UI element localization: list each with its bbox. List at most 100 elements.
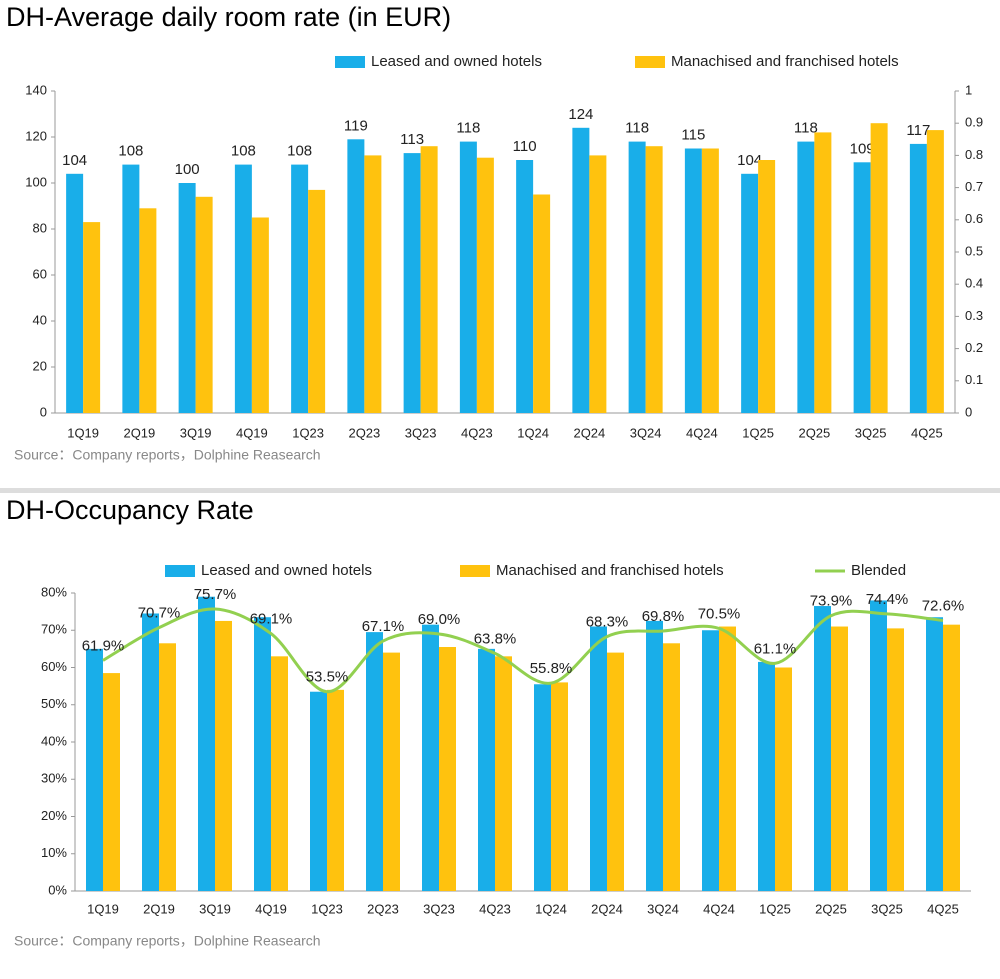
y2-tick-label: 0.8: [965, 147, 983, 162]
bar: [628, 141, 646, 413]
x-tick-label: 4Q19: [236, 425, 268, 440]
bar: [420, 146, 438, 413]
data-label: 115: [681, 126, 705, 143]
data-label: 67.1%: [362, 618, 405, 635]
data-label: 55.8%: [530, 660, 573, 677]
bar: [234, 164, 252, 413]
bar: [572, 127, 590, 414]
bar: [684, 148, 702, 413]
bar: [327, 689, 344, 891]
data-label: 109: [850, 140, 875, 157]
bar: [943, 624, 960, 891]
y-tick-label: 100: [25, 174, 47, 189]
bar: [814, 132, 832, 413]
x-tick-label: 3Q25: [871, 901, 903, 916]
bar: [364, 155, 382, 413]
bar: [741, 173, 759, 413]
data-label: 70.7%: [138, 605, 181, 622]
bar: [139, 208, 157, 413]
data-label: 61.9%: [82, 637, 125, 654]
x-tick-label: 1Q19: [87, 901, 119, 916]
x-tick-label: 2Q25: [815, 901, 847, 916]
y2-tick-label: 0.2: [965, 340, 983, 355]
bar: [775, 667, 792, 891]
source: Source：Company reports，Dolphine Reasearc…: [14, 933, 321, 949]
legend-swatch: [460, 565, 490, 577]
legend-swatch: [165, 565, 195, 577]
bar: [476, 157, 494, 413]
y-tick-label: 0%: [48, 882, 67, 897]
bar: [439, 647, 456, 891]
data-label: 53.5%: [306, 669, 349, 686]
data-label: 108: [287, 143, 312, 160]
y2-tick-label: 0.4: [965, 276, 983, 291]
data-label: 108: [231, 143, 256, 160]
y-tick-label: 70%: [41, 622, 67, 637]
y-tick-label: 80: [33, 220, 47, 235]
bar: [254, 617, 271, 891]
bar: [122, 164, 140, 413]
bar: [831, 626, 848, 891]
data-label: 118: [456, 120, 480, 137]
legend-label: Leased and owned hotels: [201, 562, 372, 579]
x-tick-label: 3Q23: [405, 425, 437, 440]
bar: [66, 173, 84, 413]
data-label: 63.8%: [474, 630, 517, 647]
y-tick-label: 30%: [41, 771, 67, 786]
bar: [663, 643, 680, 891]
x-tick-label: 2Q23: [367, 901, 399, 916]
x-tick-label: 2Q25: [798, 425, 830, 440]
bar: [215, 620, 232, 891]
data-label: 73.9%: [810, 593, 853, 610]
bar: [758, 661, 775, 891]
data-label: 108: [118, 143, 143, 160]
data-label: 104: [62, 152, 87, 169]
x-tick-label: 1Q25: [742, 425, 774, 440]
bar: [590, 626, 607, 891]
bar: [178, 183, 196, 413]
data-label: 110: [513, 138, 537, 155]
x-tick-label: 3Q19: [199, 901, 231, 916]
y-tick-label: 20%: [41, 808, 67, 823]
bar: [551, 682, 568, 891]
y2-tick-label: 0.3: [965, 308, 983, 323]
y-tick-label: 120: [25, 128, 47, 143]
x-tick-label: 2Q23: [348, 425, 380, 440]
chart-title: DH-Average daily room rate (in EUR): [6, 2, 451, 32]
legend-label: Blended: [851, 562, 906, 579]
data-label: 104: [737, 152, 762, 169]
x-tick-label: 3Q24: [647, 901, 679, 916]
data-label: 75.7%: [194, 586, 237, 603]
bar: [291, 164, 309, 413]
x-tick-label: 2Q19: [123, 425, 155, 440]
bar: [797, 141, 815, 413]
y2-tick-label: 0.9: [965, 115, 983, 130]
y-tick-label: 140: [25, 82, 47, 97]
y-tick-label: 60: [33, 266, 47, 281]
x-tick-label: 3Q24: [630, 425, 662, 440]
legend-swatch: [335, 56, 365, 68]
data-label: 69.1%: [250, 611, 293, 628]
data-label: 69.0%: [418, 611, 461, 628]
y-tick-label: 0: [40, 404, 47, 419]
y-tick-label: 20: [33, 358, 47, 373]
chart-title: DH-Occupancy Rate: [6, 495, 254, 525]
bar: [589, 155, 607, 413]
y2-tick-label: 0.5: [965, 243, 983, 258]
data-label: 68.3%: [586, 614, 629, 631]
legend-label: Manachised and franchised hotels: [496, 562, 724, 579]
y-tick-label: 10%: [41, 845, 67, 860]
bar: [308, 189, 326, 413]
bar: [814, 606, 831, 891]
data-label: 113: [400, 131, 424, 148]
bar: [887, 628, 904, 891]
bar: [478, 648, 495, 891]
x-tick-label: 4Q24: [703, 901, 735, 916]
y2-tick-label: 1: [965, 82, 972, 97]
bar: [198, 596, 215, 891]
x-tick-label: 3Q25: [855, 425, 887, 440]
x-tick-label: 2Q19: [143, 901, 175, 916]
bar: [495, 656, 512, 891]
bar: [853, 162, 871, 413]
